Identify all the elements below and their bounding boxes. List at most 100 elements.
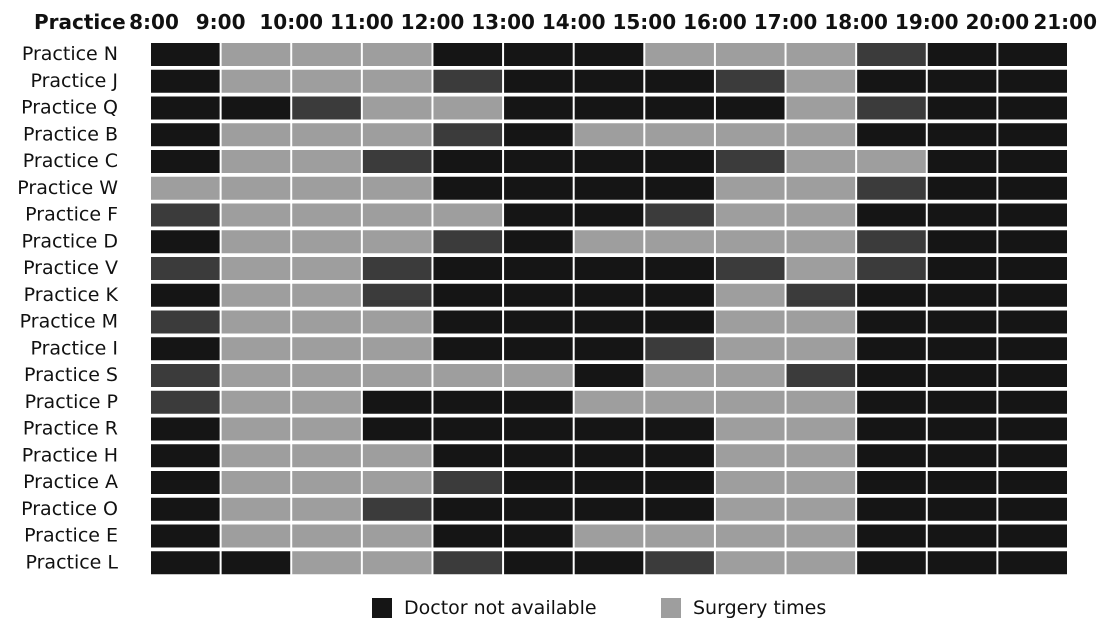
row-label: Practice L (25, 551, 118, 573)
legend-swatch-grey (661, 598, 681, 618)
cell-doctor-not-available (362, 417, 432, 441)
cell-doctor-not-available (151, 96, 220, 120)
x-tick-label: 15:00 (612, 10, 676, 34)
cell-surgery-times (292, 337, 361, 361)
cell-doctor-not-available (504, 390, 573, 414)
cell-doctor-not-available (504, 96, 573, 120)
cell-doctor-not-available (927, 390, 997, 414)
cell-doctor-not-available (221, 96, 291, 120)
cell-surgery-times (786, 203, 856, 227)
cell-boundary-hour (857, 96, 926, 120)
cell-surgery-times (292, 230, 361, 254)
cell-boundary-hour (715, 69, 785, 93)
cell-doctor-not-available (998, 444, 1067, 468)
cell-surgery-times (292, 364, 361, 387)
cell-surgery-times (292, 43, 361, 66)
cell-surgery-times (786, 417, 856, 441)
cell-doctor-not-available (857, 364, 926, 387)
cell-doctor-not-available (857, 337, 926, 361)
cell-surgery-times (433, 203, 503, 227)
cell-surgery-times (292, 551, 361, 575)
row-label: Practice S (24, 364, 118, 386)
cell-doctor-not-available (645, 417, 714, 441)
cell-boundary-hour (362, 257, 432, 280)
cell-doctor-not-available (433, 417, 503, 441)
cell-surgery-times (221, 69, 291, 93)
cell-doctor-not-available (998, 524, 1067, 548)
cell-surgery-times (292, 524, 361, 548)
cell-doctor-not-available (645, 283, 714, 307)
row-label: Practice C (23, 150, 118, 172)
cell-surgery-times (362, 230, 432, 254)
cell-doctor-not-available (998, 96, 1067, 120)
cell-doctor-not-available (151, 69, 220, 93)
cell-doctor-not-available (574, 417, 644, 441)
cell-doctor-not-available (857, 497, 926, 521)
row-label: Practice I (30, 337, 118, 359)
cell-doctor-not-available (645, 444, 714, 468)
cell-doctor-not-available (362, 390, 432, 414)
cell-surgery-times (362, 96, 432, 120)
cell-doctor-not-available (574, 551, 644, 575)
cell-doctor-not-available (504, 203, 573, 227)
row-label: Practice B (23, 123, 118, 145)
cell-doctor-not-available (151, 444, 220, 468)
cell-surgery-times (362, 43, 432, 66)
cell-surgery-times (715, 176, 785, 200)
cell-doctor-not-available (857, 310, 926, 334)
cell-doctor-not-available (998, 150, 1067, 173)
cell-grid (151, 43, 1067, 575)
cell-surgery-times (292, 497, 361, 521)
cell-doctor-not-available (504, 176, 573, 200)
cell-doctor-not-available (998, 364, 1067, 387)
x-tick-label: 17:00 (754, 10, 818, 34)
cell-surgery-times (786, 96, 856, 120)
cell-doctor-not-available (504, 471, 573, 494)
cell-doctor-not-available (151, 471, 220, 494)
cell-boundary-hour (362, 283, 432, 307)
cell-surgery-times (786, 551, 856, 575)
cell-surgery-times (221, 390, 291, 414)
cell-surgery-times (362, 524, 432, 548)
cell-doctor-not-available (645, 257, 714, 280)
row-label: Practice W (17, 177, 118, 199)
cell-doctor-not-available (221, 551, 291, 575)
cell-surgery-times (715, 283, 785, 307)
cell-boundary-hour (151, 310, 220, 334)
cell-surgery-times (786, 230, 856, 254)
cell-doctor-not-available (927, 471, 997, 494)
cell-doctor-not-available (574, 203, 644, 227)
x-tick-label: 12:00 (401, 10, 465, 34)
cell-doctor-not-available (574, 150, 644, 173)
cell-doctor-not-available (857, 551, 926, 575)
cell-surgery-times (645, 364, 714, 387)
row-label: Practice M (20, 311, 118, 333)
cell-doctor-not-available (433, 337, 503, 361)
cell-doctor-not-available (151, 497, 220, 521)
cell-doctor-not-available (504, 337, 573, 361)
cell-doctor-not-available (645, 96, 714, 120)
cell-doctor-not-available (998, 176, 1067, 200)
cell-boundary-hour (151, 390, 220, 414)
cell-surgery-times (362, 444, 432, 468)
cell-surgery-times (221, 283, 291, 307)
cell-doctor-not-available (151, 43, 220, 66)
column-header-group: Practice 8:00 9:00 10:00 11:00 12:00 13:00 14:0… (34, 10, 1097, 34)
cell-surgery-times (221, 310, 291, 334)
cell-surgery-times (362, 310, 432, 334)
cell-surgery-times (786, 257, 856, 280)
cell-surgery-times (362, 364, 432, 387)
cell-boundary-hour (715, 150, 785, 173)
cell-doctor-not-available (998, 497, 1067, 521)
row-label: Practice J (30, 70, 118, 92)
cell-doctor-not-available (927, 230, 997, 254)
cell-doctor-not-available (927, 310, 997, 334)
x-tick-label: 9:00 (196, 10, 246, 34)
cell-doctor-not-available (998, 230, 1067, 254)
cell-surgery-times (362, 123, 432, 147)
cell-surgery-times (292, 471, 361, 494)
cell-boundary-hour (433, 551, 503, 575)
cell-surgery-times (292, 390, 361, 414)
cell-surgery-times (786, 444, 856, 468)
